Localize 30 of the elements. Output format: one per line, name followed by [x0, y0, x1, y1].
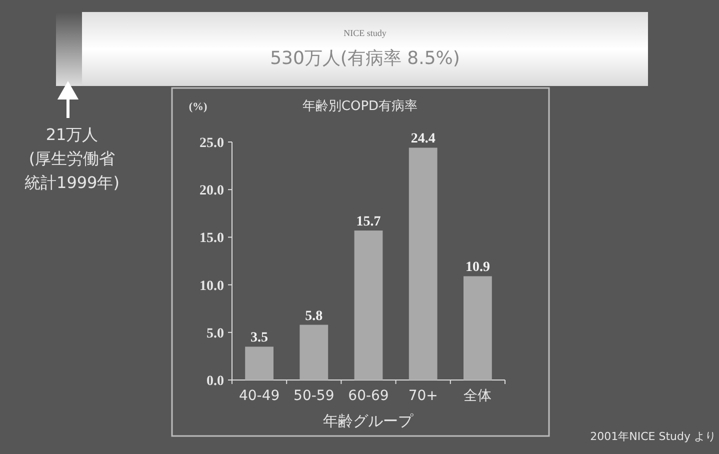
x-axis-title: 年齢グループ [323, 412, 414, 430]
y-tick-label: 5.0 [206, 326, 224, 342]
y-tick-label: 10.0 [200, 278, 224, 294]
y-tick-label: 0.0 [206, 374, 224, 389]
data-label: 10.9 [465, 260, 490, 276]
y-axis-title: (%) [188, 101, 208, 113]
data-label: 24.4 [410, 132, 436, 147]
text: NICE study [344, 28, 387, 38]
text: 統計1999年) [24, 173, 120, 192]
x-tick-label: 40-49 [238, 388, 280, 404]
bar [245, 346, 274, 380]
data-label: 3.5 [250, 330, 268, 346]
text: 2001年NICE Study より [590, 430, 716, 443]
x-tick-label: 70+ [408, 388, 438, 404]
text: (厚生労働省 [28, 149, 116, 168]
text: 21万人 [46, 125, 98, 144]
y-tick-label: 20.0 [200, 184, 224, 199]
data-label: 15.7 [356, 214, 381, 230]
bar [464, 276, 492, 380]
data-label: 5.8 [305, 308, 323, 324]
text: 530万人(有病率 8.5%) [270, 48, 460, 69]
bar [408, 148, 438, 380]
chart-title: 年齢別COPD有病率 [302, 98, 418, 114]
bar [300, 324, 328, 380]
x-tick-label: 50-59 [294, 388, 334, 404]
x-tick-label: 全体 [464, 388, 492, 404]
bar [354, 230, 383, 380]
x-tick-label: 60-69 [348, 388, 389, 404]
y-tick-label: 25.0 [200, 136, 224, 151]
y-tick-label: 15.0 [200, 231, 224, 246]
